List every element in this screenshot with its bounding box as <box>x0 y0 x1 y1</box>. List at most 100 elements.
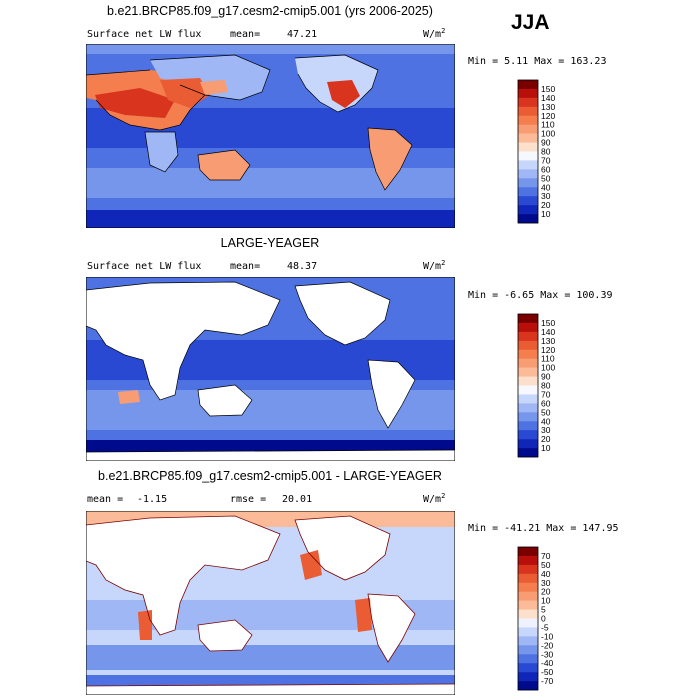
colorbar-2-swatch-8 <box>518 385 538 395</box>
colorbar-2-tick-label: 30 <box>541 425 551 435</box>
colorbar-3-tick-label: 50 <box>541 560 551 570</box>
map-1-asia <box>150 55 270 100</box>
colorbar-1-tick-label: 30 <box>541 191 551 201</box>
colorbar-1-swatch-0 <box>518 80 538 90</box>
panel-3-minmax: Min = -41.21 Max = 147.95 <box>468 523 619 534</box>
panel-2-map <box>86 277 455 461</box>
map-3-australia <box>198 620 252 651</box>
colorbar-1-swatch-6 <box>518 133 538 143</box>
colorbar-1-tick-label: 20 <box>541 200 551 210</box>
colorbar-2-swatch-7 <box>518 376 538 386</box>
colorbar-3-swatch-9 <box>518 627 538 637</box>
colorbar-1-swatch-11 <box>518 178 538 188</box>
panel-3-title: b.e21.BRCP85.f09_g17.cesm2-cmip5.001 - L… <box>98 469 442 483</box>
panel-1-mean-label: mean= <box>230 29 260 40</box>
colorbar-2-tick-label: 120 <box>541 345 555 355</box>
colorbar-3-tick-label: -30 <box>541 649 554 659</box>
colorbar-1-tick-label: 10 <box>541 209 551 219</box>
colorbar-1-swatch-4 <box>518 115 538 125</box>
colorbar-3-tick-label: 10 <box>541 596 551 606</box>
panel-3: b.e21.BRCP85.f09_g17.cesm2-cmip5.001 - L… <box>86 469 619 695</box>
map-2-coastlines <box>86 281 455 453</box>
colorbar-3-tick-label: -20 <box>541 640 554 650</box>
colorbar-2-swatch-2 <box>518 331 538 342</box>
colorbar-2-swatch-3 <box>518 340 538 351</box>
map-1-australia <box>198 150 250 180</box>
colorbar-1-swatch-14 <box>518 205 538 215</box>
colorbar-3-swatch-6 <box>518 600 538 610</box>
panel-2-mean-label: mean= <box>230 261 260 272</box>
colorbar-2-tick-label: 10 <box>541 443 551 453</box>
colorbar-1-swatch-15 <box>518 214 538 224</box>
colorbar-1-tick-label: 130 <box>541 102 555 112</box>
colorbar-1-swatch-12 <box>518 187 538 197</box>
colorbar-1-swatch-3 <box>518 106 538 117</box>
map-2-madagascar-anomaly <box>118 390 140 404</box>
colorbar-1-tick-label: 140 <box>541 93 555 103</box>
colorbar-3-tick-label: -5 <box>541 622 549 632</box>
panel-2-minmax: Min = -6.65 Max = 100.39 <box>468 290 613 301</box>
map-1-southern-band <box>86 168 455 198</box>
colorbar-1-swatch-1 <box>518 88 538 99</box>
map-1-sahara <box>95 88 175 118</box>
colorbar-2-tick-label: 90 <box>541 372 551 382</box>
colorbar-2-tick-label: 40 <box>541 416 551 426</box>
colorbar-3-swatch-14 <box>518 672 538 682</box>
colorbar-2-swatch-15 <box>518 448 538 458</box>
colorbar-2-tick-label: 20 <box>541 434 551 444</box>
colorbar-3-swatch-11 <box>518 645 538 655</box>
panel-1-title: b.e21.BRCP85.f09_g17.cesm2-cmip5.001 (yr… <box>107 4 433 18</box>
colorbar-1-tick-label: 90 <box>541 138 551 148</box>
colorbar-2-swatch-12 <box>518 421 538 431</box>
colorbar-3-swatch-1 <box>518 555 538 566</box>
map-3-southern-band <box>86 645 455 670</box>
map-3-namibia-anomaly <box>138 610 152 640</box>
map-1-coastlines <box>86 54 413 191</box>
colorbar-3-tick-label: -40 <box>541 658 554 668</box>
map-2-antarctica <box>86 450 455 461</box>
map-2-south-america <box>368 360 415 428</box>
map-1-arctic-band <box>86 44 455 54</box>
colorbar-3-swatch-0 <box>518 547 538 557</box>
colorbar-2-tick-label: 150 <box>541 318 555 328</box>
map-1-middle-east <box>160 78 210 108</box>
colorbar-3-swatch-15 <box>518 681 538 691</box>
colorbar-3-tick-label: 30 <box>541 578 551 588</box>
season-label: JJA <box>511 11 550 34</box>
panel-1-minmax: Min = 5.11 Max = 163.23 <box>468 56 606 67</box>
panel-1-units: W/m2 <box>423 27 445 40</box>
colorbar-3-swatch-10 <box>518 636 538 646</box>
colorbar-3-tick-label: 0 <box>541 614 546 624</box>
map-3-eurasia-africa <box>86 516 280 635</box>
colorbar-3-swatch-13 <box>518 663 538 673</box>
panel-3-mean-label: mean = <box>87 494 123 505</box>
colorbar-2-swatch-4 <box>518 349 538 359</box>
panel-2-variable-label: Surface net LW flux <box>87 261 201 272</box>
colorbar-1-swatch-7 <box>518 142 538 152</box>
colorbar-2-tick-label: 100 <box>541 363 555 373</box>
colorbar-3-swatch-8 <box>518 618 538 628</box>
colorbar-1-tick-label: 150 <box>541 84 555 94</box>
colorbar-1-tick-label: 70 <box>541 155 551 165</box>
panel-3-rmse-label: rmse = <box>230 494 266 505</box>
colorbar-1-tick-label: 120 <box>541 111 555 121</box>
map-3-coastlines <box>86 515 455 687</box>
colorbar-3-tick-label: -10 <box>541 631 554 641</box>
colorbar-3-tick-label: -50 <box>541 667 554 677</box>
panel-2: LARGE-YEAGER Surface net LW flux mean= 4… <box>86 236 613 461</box>
colorbar-2-swatch-9 <box>518 394 538 404</box>
colorbar-3-swatch-7 <box>518 609 538 619</box>
colorbar-2-swatch-6 <box>518 367 538 377</box>
colorbar-2-swatch-10 <box>518 403 538 413</box>
panel-3-units: W/m2 <box>423 492 445 505</box>
map-2-australia <box>198 385 252 416</box>
colorbar-3-swatch-2 <box>518 564 538 575</box>
panel-1: b.e21.BRCP85.f09_g17.cesm2-cmip5.001 (yr… <box>86 4 606 228</box>
colorbar-1-tick-label: 50 <box>541 173 551 183</box>
colorbar-1-tick-label: 60 <box>541 164 551 174</box>
colorbar-3-tick-label: -70 <box>541 676 554 686</box>
colorbar-3-tick-label: 40 <box>541 569 551 579</box>
colorbar-2-swatch-11 <box>518 412 538 422</box>
